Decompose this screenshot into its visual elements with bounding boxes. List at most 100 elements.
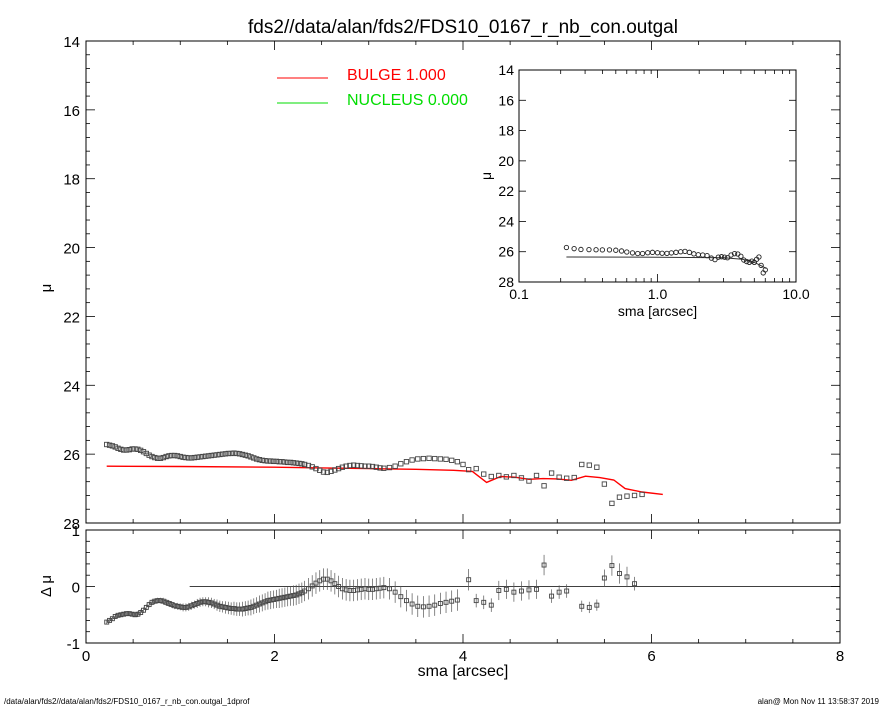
data-point-square xyxy=(313,465,319,472)
data-point-square xyxy=(132,446,138,452)
residual-point-square xyxy=(191,602,197,608)
residual-x-tick-label: 2 xyxy=(270,648,278,665)
residual-point-square xyxy=(496,588,502,593)
inset-x-tick-label: 10.0 xyxy=(782,286,809,302)
residual-point-square xyxy=(437,601,443,606)
main-y-tick-label: 28 xyxy=(63,516,80,533)
inset-x-tick-label: 0.1 xyxy=(509,286,529,302)
residual-point-square xyxy=(426,603,432,609)
inset-data-point-circle xyxy=(738,253,744,259)
data-point-square xyxy=(609,500,615,507)
residual-point-square xyxy=(172,603,178,609)
data-point-square xyxy=(268,458,274,464)
residual-point-square xyxy=(158,598,163,604)
main-y-tick-label: 14 xyxy=(63,34,80,51)
data-point-square xyxy=(157,455,164,461)
data-point-square xyxy=(381,465,387,471)
residual-point-square xyxy=(273,596,279,602)
residual-point-square xyxy=(152,598,158,604)
data-point-square xyxy=(373,464,379,470)
inset-data-point-circle xyxy=(571,246,577,252)
data-point-square xyxy=(171,452,178,459)
residual-point-square xyxy=(387,586,392,592)
residual-x-tick-label: 8 xyxy=(836,648,844,665)
data-point-square xyxy=(265,458,271,464)
inset-data-point-circle xyxy=(743,258,750,265)
data-point-square xyxy=(112,444,118,450)
data-point-square xyxy=(259,457,265,463)
data-point-square xyxy=(302,461,308,468)
data-point-square xyxy=(454,459,460,465)
main-y-tick-label: 26 xyxy=(63,447,80,464)
data-point-square xyxy=(296,460,302,467)
residual-point-square xyxy=(541,562,547,568)
data-point-square xyxy=(220,451,226,457)
residual-point-square xyxy=(328,578,334,584)
inset-x-tick-label: 1.0 xyxy=(648,286,668,302)
residual-point-square xyxy=(254,602,260,608)
data-point-square xyxy=(398,461,404,467)
inset-y-tick-label: 14 xyxy=(498,62,514,78)
data-point-square xyxy=(104,441,110,448)
data-point-square xyxy=(194,454,200,460)
data-point-square xyxy=(571,474,577,481)
residual-point-square xyxy=(124,611,129,617)
residual-point-square xyxy=(223,604,228,610)
residual-point-square xyxy=(256,601,262,607)
data-point-square xyxy=(234,450,240,457)
inset-x-axis-label: sma [arcsec] xyxy=(618,303,697,319)
residual-point-square xyxy=(251,603,257,609)
data-point-square xyxy=(616,494,623,500)
residual-point-square xyxy=(121,611,127,617)
residual-y-axis-label: Δ μ xyxy=(38,575,55,597)
residual-point-square xyxy=(305,586,311,592)
data-point-square xyxy=(109,443,116,449)
main-y-tick-label: 18 xyxy=(63,172,80,189)
inset-data-point-circle xyxy=(704,253,710,259)
inset-y-tick-label: 18 xyxy=(498,123,514,139)
residual-point-square xyxy=(488,602,494,608)
data-point-square xyxy=(143,450,149,457)
data-point-square xyxy=(449,457,455,463)
data-point-square xyxy=(123,447,130,453)
inset-data-point-circle xyxy=(578,246,584,253)
data-point-square xyxy=(203,453,209,459)
inset-log-panel: 14 16 18 20 22 24 26 280.1 1.0 10.0 sma [arcsec] μ xyxy=(478,62,810,319)
residual-point-square xyxy=(288,593,293,599)
data-point-square xyxy=(205,453,212,459)
data-point-square xyxy=(496,472,502,479)
residual-point-square xyxy=(392,589,398,595)
data-point-square xyxy=(586,462,592,468)
data-point-square xyxy=(239,451,246,458)
data-point-square xyxy=(126,447,133,453)
residual-point-square xyxy=(549,593,555,599)
main-y-tick-label: 20 xyxy=(63,241,80,258)
main-profile-panel: 14 16 18 20 22 24 26 28 μ xyxy=(38,34,841,533)
data-point-square xyxy=(183,454,189,461)
legend: BULGE 1.000 NUCLEUS 0.000 xyxy=(277,67,468,109)
data-point-square xyxy=(146,452,152,458)
residual-point-square xyxy=(169,602,175,608)
residual-point-square xyxy=(177,604,183,610)
residual-point-square xyxy=(526,587,532,593)
data-point-square xyxy=(369,463,376,470)
residual-point-square xyxy=(398,594,404,600)
inset-data-point-circle xyxy=(715,254,721,260)
data-point-square xyxy=(541,483,547,489)
data-point-square xyxy=(236,451,243,457)
data-point-square xyxy=(293,460,299,466)
data-point-square xyxy=(270,458,277,465)
residual-point-square xyxy=(160,598,166,604)
residual-point-square xyxy=(200,599,206,605)
data-point-square xyxy=(160,454,166,461)
data-point-square xyxy=(177,453,183,460)
data-point-square xyxy=(217,451,223,458)
residual-point-square xyxy=(174,603,180,609)
residual-point-square xyxy=(237,606,243,612)
inset-data-point-circle xyxy=(712,256,718,263)
residual-point-square xyxy=(126,611,132,617)
data-point-square xyxy=(335,465,342,472)
inset-data-point-circle xyxy=(758,262,764,268)
residual-point-square xyxy=(268,597,274,603)
